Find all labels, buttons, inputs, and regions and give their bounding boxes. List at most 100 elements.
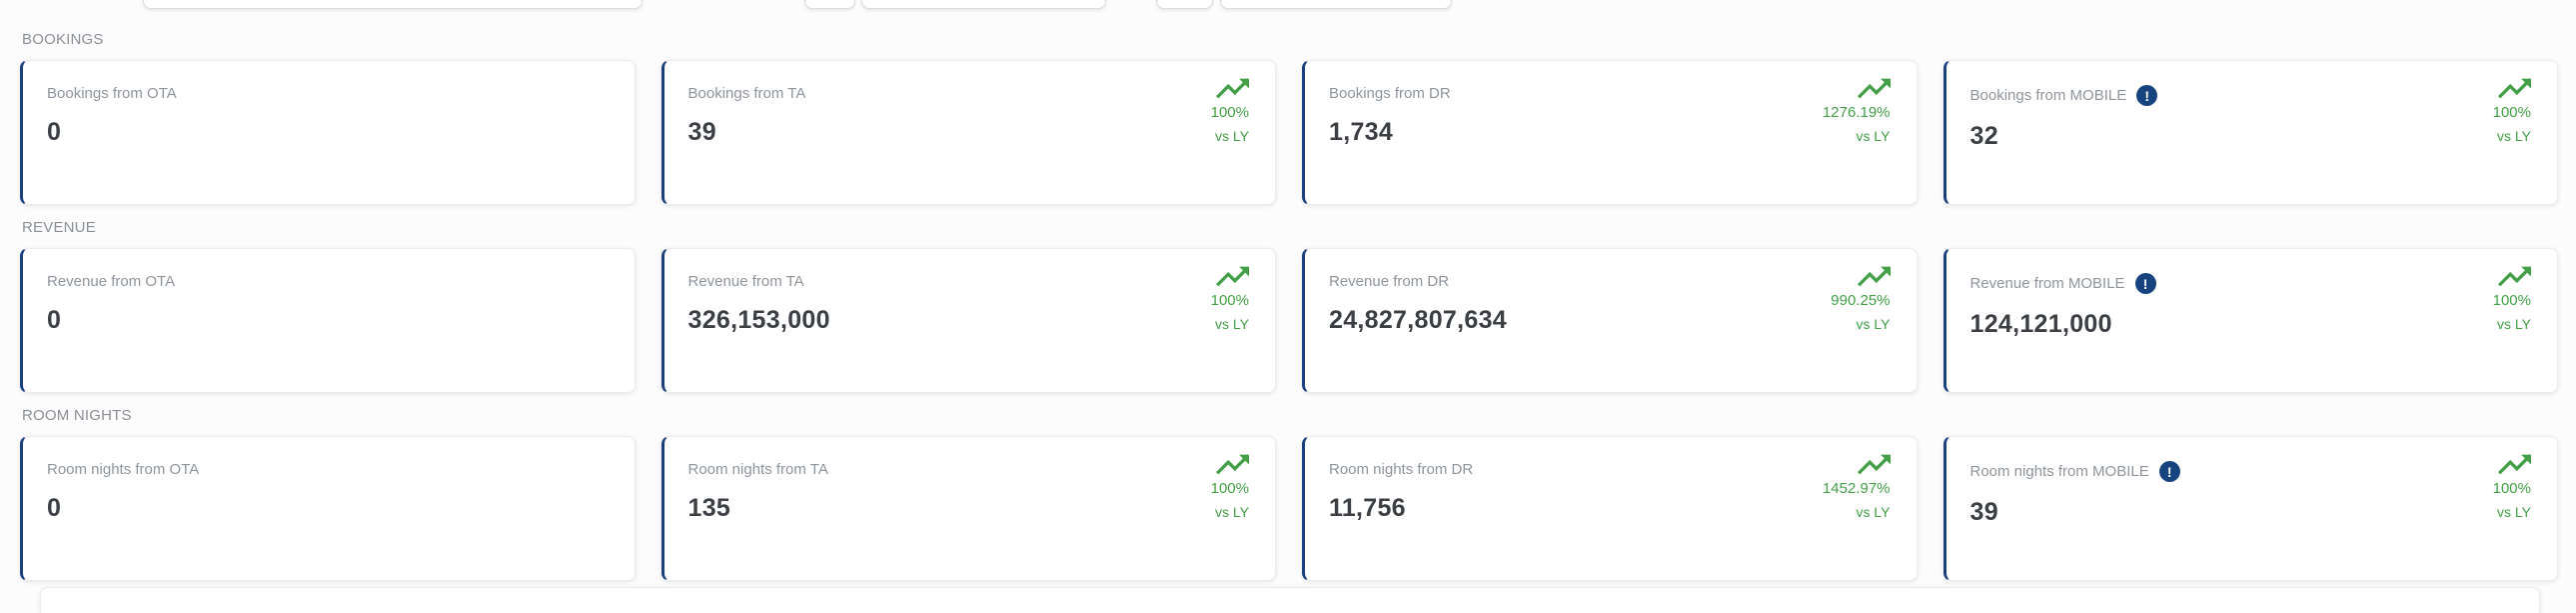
card-row: Revenue from OTA 0 Revenue from TA 326,1… <box>20 248 2558 393</box>
trend-block: 100% vs LY <box>2493 266 2531 332</box>
trending-up-icon <box>1857 266 1891 287</box>
kpi-card-value: 11,756 <box>1329 494 1406 522</box>
trend-percent: 100% <box>1210 104 1249 121</box>
kpi-card-title: Revenue from DR <box>1329 273 1450 290</box>
kpi-card-value: 326,153,000 <box>687 306 830 334</box>
alert-icon[interactable]: ! <box>2158 461 2180 482</box>
trend-block: 100% vs LY <box>2493 454 2531 520</box>
kpi-title-row: Bookings from OTA <box>47 85 609 102</box>
card-row: Room nights from OTA 0 Room nights from … <box>20 436 2558 581</box>
kpi-card-value: 0 <box>47 494 62 522</box>
top-filter-prefix-3[interactable] <box>1156 0 1213 9</box>
kpi-card-title: Room nights from TA <box>687 461 828 478</box>
section-label: ROOM NIGHTS <box>22 407 132 424</box>
trending-up-icon <box>1216 266 1249 287</box>
trend-vs-label: vs LY <box>2497 316 2531 332</box>
kpi-sections: BOOKINGS Bookings from OTA 0 Bookings fr… <box>20 32 2558 581</box>
card-row: Bookings from OTA 0 Bookings from TA 39 … <box>20 60 2558 205</box>
kpi-title-row: Bookings from MOBILE ! <box>1970 85 2532 106</box>
trend-percent: 100% <box>2492 480 2531 497</box>
kpi-card-value: 39 <box>1969 498 1998 526</box>
kpi-card: Bookings from MOBILE ! 32 100% vs LY <box>1942 60 2558 205</box>
trend-vs-label: vs LY <box>1215 316 1249 332</box>
kpi-card: Bookings from DR 1,734 1276.19% vs LY <box>1302 60 1918 205</box>
kpi-card-title: Room nights from OTA <box>47 461 200 478</box>
alert-icon[interactable]: ! <box>2136 85 2158 106</box>
kpi-card-title: Room nights from DR <box>1329 461 1474 478</box>
top-filter-input-2[interactable] <box>861 0 1106 9</box>
trend-block: 100% vs LY <box>1211 78 1249 144</box>
trend-block: 1452.97% vs LY <box>1823 454 1891 520</box>
trending-up-icon <box>2498 266 2531 287</box>
trend-block: 990.25% vs LY <box>1831 266 1891 332</box>
kpi-card-value: 0 <box>47 118 62 146</box>
kpi-card-title: Revenue from MOBILE <box>1969 275 2125 292</box>
kpi-card: Room nights from OTA 0 <box>20 436 636 581</box>
trend-vs-label: vs LY <box>1856 504 1891 520</box>
kpi-card-value: 135 <box>687 494 731 522</box>
kpi-card: Room nights from MOBILE ! 39 100% vs LY <box>1942 436 2558 581</box>
kpi-card: Bookings from OTA 0 <box>20 60 636 205</box>
trend-vs-label: vs LY <box>2497 504 2531 520</box>
trend-percent: 100% <box>2492 104 2531 121</box>
section-label: BOOKINGS <box>22 31 104 48</box>
trending-up-icon <box>1857 454 1891 475</box>
trend-percent: 100% <box>1210 292 1249 309</box>
kpi-title-row: Revenue from MOBILE ! <box>1970 273 2532 294</box>
trending-up-icon <box>1216 454 1249 475</box>
kpi-title-row: Revenue from TA <box>688 273 1250 290</box>
kpi-title-row: Revenue from DR <box>1329 273 1891 290</box>
trend-vs-label: vs LY <box>1215 504 1249 520</box>
top-filter-input-1[interactable] <box>143 0 643 9</box>
trend-percent: 100% <box>2492 292 2531 309</box>
kpi-card: Revenue from DR 24,827,807,634 990.25% v… <box>1302 248 1918 393</box>
trending-up-icon <box>1216 78 1249 99</box>
kpi-title-row: Bookings from DR <box>1329 85 1891 102</box>
kpi-card-title: Room nights from MOBILE <box>1969 463 2149 480</box>
trend-vs-label: vs LY <box>2497 128 2531 144</box>
alert-icon[interactable]: ! <box>2134 273 2156 294</box>
trend-block: 100% vs LY <box>2493 78 2531 144</box>
kpi-card-value: 24,827,807,634 <box>1329 306 1507 334</box>
kpi-card-title: Bookings from DR <box>1329 85 1451 102</box>
trend-percent: 1452.97% <box>1822 480 1891 497</box>
trend-percent: 100% <box>1210 480 1249 497</box>
kpi-card-value: 0 <box>47 306 62 334</box>
trending-up-icon <box>2498 78 2531 99</box>
top-filter-input-3[interactable] <box>1220 0 1452 9</box>
trend-block: 1276.19% vs LY <box>1823 78 1891 144</box>
kpi-card: Revenue from MOBILE ! 124,121,000 100% v… <box>1942 248 2558 393</box>
kpi-card-title: Bookings from OTA <box>47 85 177 102</box>
kpi-title-row: Room nights from TA <box>688 461 1250 478</box>
kpi-card-value: 39 <box>687 118 716 146</box>
kpi-card: Revenue from TA 326,153,000 100% vs LY <box>660 248 1276 393</box>
kpi-card-value: 124,121,000 <box>1969 310 2112 338</box>
kpi-section: ROOM NIGHTS Room nights from OTA 0 Room … <box>20 408 2558 581</box>
kpi-card: Revenue from OTA 0 <box>20 248 636 393</box>
kpi-title-row: Revenue from OTA <box>47 273 609 290</box>
kpi-title-row: Bookings from TA <box>688 85 1250 102</box>
trend-vs-label: vs LY <box>1856 316 1891 332</box>
kpi-card: Room nights from TA 135 100% vs LY <box>660 436 1276 581</box>
kpi-card-title: Revenue from OTA <box>47 273 176 290</box>
trending-up-icon <box>2498 454 2531 475</box>
kpi-card-title: Bookings from TA <box>687 85 806 102</box>
top-filter-prefix-2[interactable] <box>804 0 855 9</box>
next-section-card-partial <box>40 587 2540 613</box>
kpi-title-row: Room nights from OTA <box>47 461 609 478</box>
trend-vs-label: vs LY <box>1215 128 1249 144</box>
section-label: REVENUE <box>22 219 96 236</box>
kpi-card-title: Bookings from MOBILE <box>1969 87 2127 104</box>
trend-block: 100% vs LY <box>1211 454 1249 520</box>
trend-vs-label: vs LY <box>1856 128 1891 144</box>
kpi-card: Bookings from TA 39 100% vs LY <box>660 60 1276 205</box>
trend-percent: 1276.19% <box>1822 104 1891 121</box>
kpi-title-row: Room nights from MOBILE ! <box>1970 461 2532 482</box>
kpi-card: Room nights from DR 11,756 1452.97% vs L… <box>1302 436 1918 581</box>
trend-block: 100% vs LY <box>1211 266 1249 332</box>
kpi-title-row: Room nights from DR <box>1329 461 1891 478</box>
trend-percent: 990.25% <box>1831 292 1891 309</box>
kpi-section: BOOKINGS Bookings from OTA 0 Bookings fr… <box>20 32 2558 205</box>
kpi-card-value: 32 <box>1969 122 1998 150</box>
